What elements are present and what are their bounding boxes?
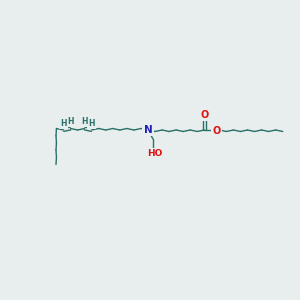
- Text: H: H: [88, 118, 95, 127]
- Text: H: H: [67, 117, 74, 126]
- Text: HO: HO: [147, 149, 163, 158]
- Text: N: N: [144, 125, 152, 135]
- Text: O: O: [200, 110, 208, 120]
- Text: H: H: [81, 117, 88, 126]
- Text: O: O: [212, 125, 220, 136]
- Text: H: H: [60, 118, 67, 127]
